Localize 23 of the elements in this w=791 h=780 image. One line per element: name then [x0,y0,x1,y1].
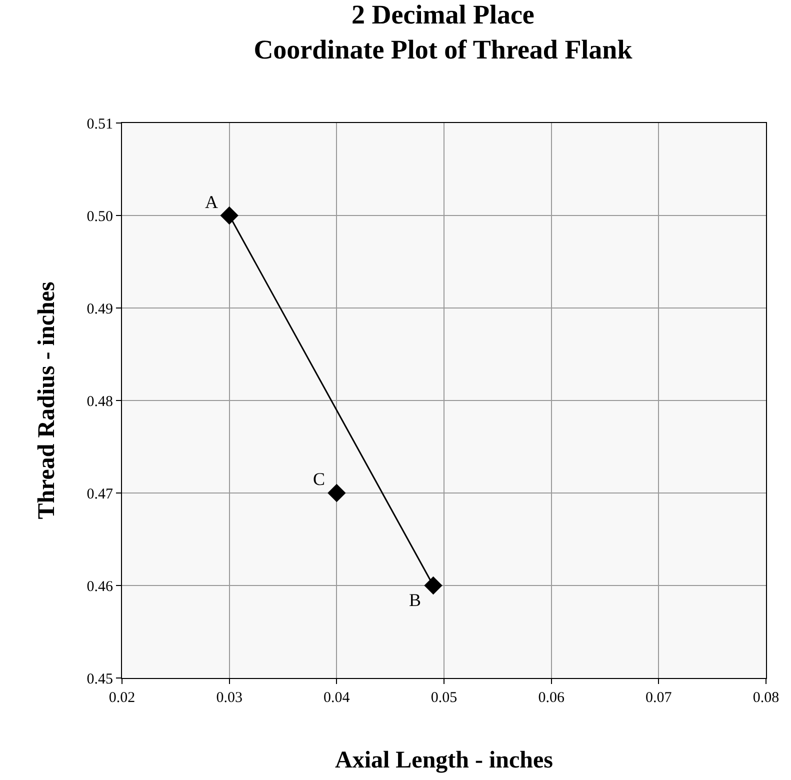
y-tick-label: 0.50 [86,208,113,225]
y-tick-label: 0.51 [86,116,113,132]
annotation: B [409,590,422,610]
y-axis-title: Thread Radius - inches [34,282,60,520]
x-tick-label: 0.08 [752,690,780,706]
x-tick-label: 0.06 [538,690,565,706]
point [424,576,442,595]
x-tick-label: 0.03 [216,690,242,706]
y-tick-label: 0.48 [86,394,113,410]
point [220,206,238,225]
annotation: C [313,469,326,489]
x-tick-label: 0.02 [108,690,136,706]
y-tick-label: 0.49 [86,301,113,318]
annotation: A [205,192,218,212]
point [328,484,346,502]
x-tick-label: 0.05 [430,690,458,706]
y-tick-label: 0.45 [86,671,113,688]
y-tick-label: 0.47 [86,486,114,502]
x-axis-title: Axial Length - inches [334,747,554,774]
y-tick-label: 0.46 [86,578,114,595]
x-tick-label: 0.04 [324,690,350,706]
x-tick-label: 0.07 [646,690,672,706]
chart-title: 2 Decimal Place Coordinate Plot of Thread Flank [254,0,632,64]
